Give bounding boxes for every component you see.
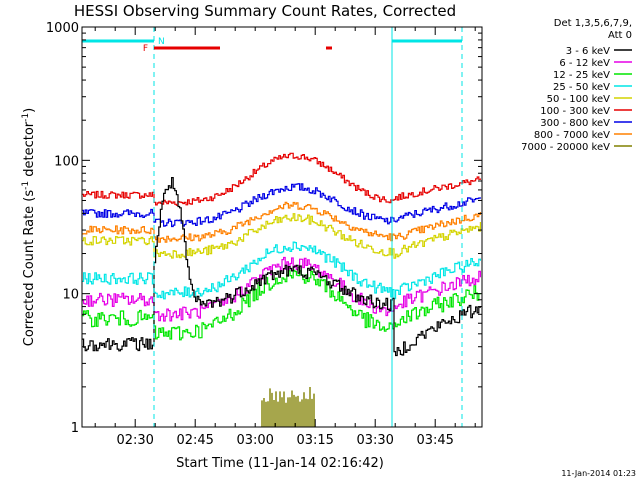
- y-tick-label: 100: [54, 154, 79, 169]
- chart-title: HESSI Observing Summary Count Rates, Cor…: [74, 2, 456, 20]
- legend-label: 100 - 300 keV: [540, 106, 610, 117]
- series-line-0: [82, 152, 481, 206]
- series-line-6: [82, 269, 481, 341]
- x-tick-label: 02:30: [116, 433, 153, 448]
- y-tick-label: 10: [62, 288, 79, 303]
- x-tick-label: 03:45: [416, 433, 453, 448]
- axes: 1 10 100 1000 02:30 02:45 03:00 03:15 03:30 03:45: [46, 21, 483, 448]
- legend-label: 50 - 100 keV: [547, 94, 611, 105]
- series-line-3: [82, 213, 481, 259]
- legend-label: 800 - 7000 keV: [534, 130, 610, 141]
- series-line-5: [82, 256, 481, 322]
- y-tick-label: 1000: [46, 21, 79, 36]
- legend-label: 12 - 25 keV: [553, 70, 610, 81]
- x-axis-label: Start Time (11-Jan-14 02:16:42): [176, 456, 384, 471]
- flag-label-n: N: [158, 37, 165, 47]
- x-tick-label: 03:00: [236, 433, 273, 448]
- legend-label: 300 - 800 keV: [540, 118, 610, 129]
- x-tick-label: 02:45: [176, 433, 213, 448]
- series-line-8: [261, 387, 315, 427]
- footer-date: 11-Jan-2014 01:23: [561, 469, 636, 478]
- series-line-1: [82, 183, 481, 228]
- x-tick-label: 03:15: [296, 433, 333, 448]
- series-line-4: [82, 241, 481, 300]
- x-tick-label: 03:30: [356, 433, 393, 448]
- legend-label: 7000 - 20000 keV: [521, 142, 610, 153]
- series-line-7: [82, 177, 481, 357]
- plot-frame: [81, 26, 483, 428]
- legend-label: 6 - 12 keV: [559, 58, 610, 69]
- flag-label-f: F: [143, 44, 148, 54]
- legend-label: 3 - 6 keV: [566, 46, 610, 57]
- legend-label: 25 - 50 keV: [553, 82, 610, 93]
- flag-bars: FN: [82, 37, 462, 54]
- data-traces: [82, 27, 481, 427]
- legend-header: Det 1,3,5,6,7,9,: [554, 18, 632, 29]
- legend-header: Att 0: [608, 30, 632, 41]
- y-axis-label: Corrected Count Rate (s-1 detector-1): [21, 108, 37, 346]
- y-tick-label: 1: [71, 421, 79, 436]
- series-line-2: [82, 201, 481, 243]
